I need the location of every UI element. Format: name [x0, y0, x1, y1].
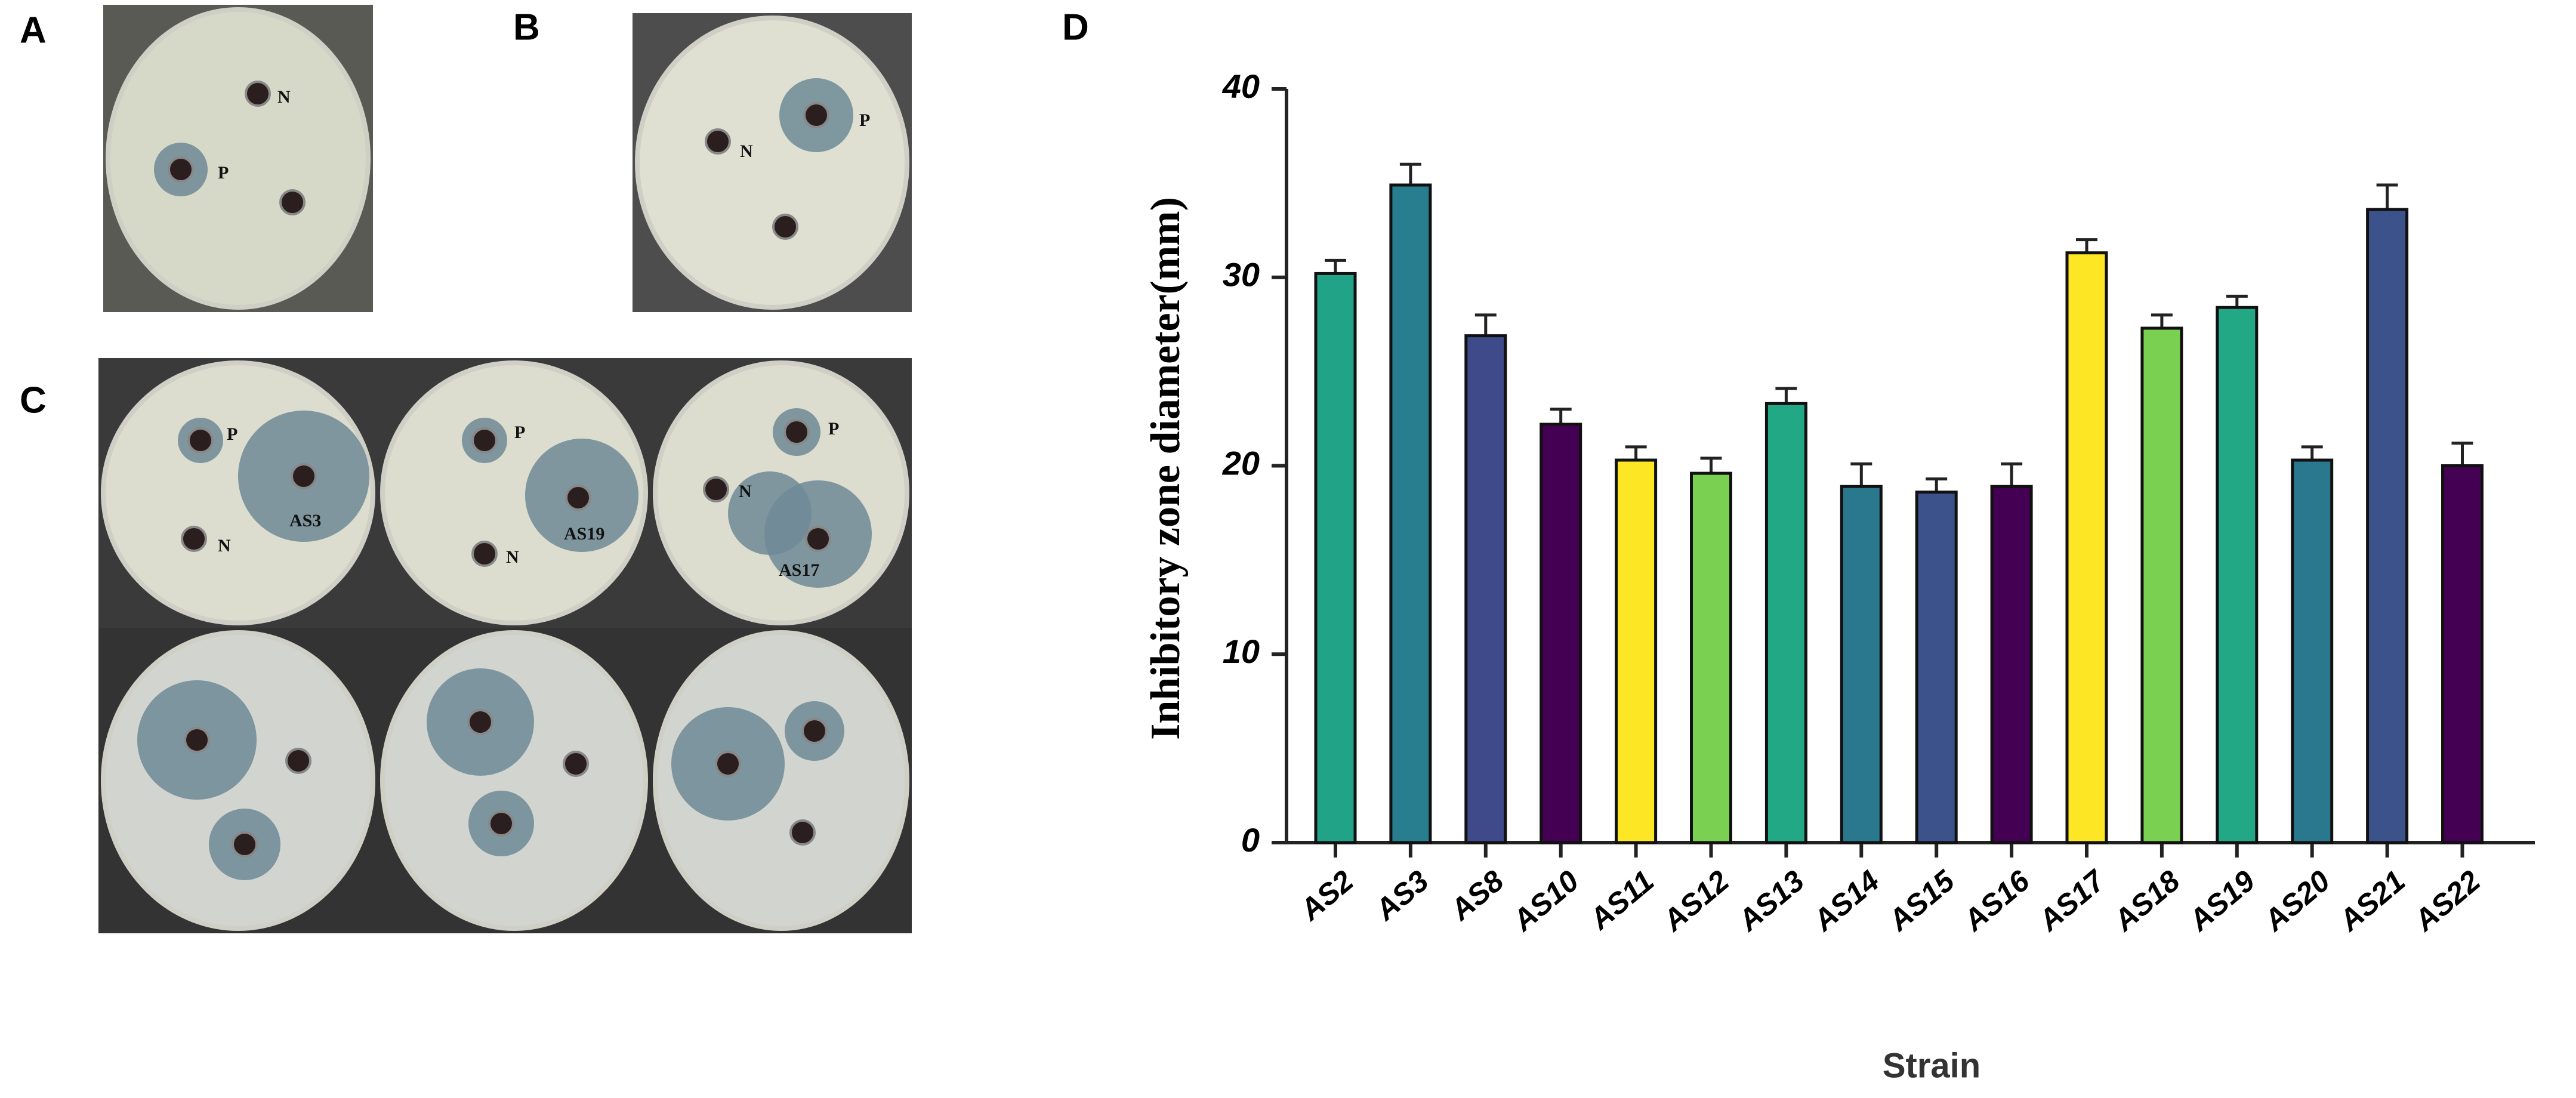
well [488, 810, 514, 837]
well [467, 709, 493, 735]
bar [1990, 485, 2033, 844]
well [187, 427, 214, 454]
well [789, 819, 816, 846]
x-tick-label: AS10 [1506, 864, 1585, 939]
bar [1464, 334, 1507, 844]
y-tick-label: 40 [1222, 67, 1260, 105]
x-tick-label: AS11 [1582, 864, 1661, 937]
bar [2366, 208, 2409, 844]
x-tick-label: AS3 [1368, 864, 1434, 928]
bar [1615, 458, 1658, 844]
y-tick-label: 20 [1222, 444, 1260, 482]
well [783, 419, 810, 445]
well [184, 727, 210, 753]
x-tick-label: AS15 [1881, 863, 1961, 938]
bar [1840, 485, 1883, 844]
x-tick-label: AS12 [1656, 864, 1735, 939]
plate-label: P [218, 163, 229, 183]
plate-label: N [218, 536, 231, 556]
bar [2291, 458, 2334, 844]
well [245, 81, 271, 107]
x-tick-label: AS17 [2031, 863, 2112, 938]
plate-label: N [277, 87, 291, 107]
well [563, 751, 589, 777]
x-tick-label: AS14 [1806, 864, 1886, 939]
y-tick-label: 30 [1223, 256, 1260, 294]
well [232, 831, 258, 858]
bar [1389, 183, 1432, 844]
plate-label: P [828, 419, 839, 439]
bar [1690, 471, 1732, 844]
x-tick-label: AS21 [2332, 864, 2411, 939]
inhibition-zone [728, 471, 812, 555]
bar [1915, 491, 1958, 844]
well [285, 748, 311, 774]
bar [2140, 326, 2183, 844]
plate-label: N [739, 482, 752, 501]
plate-label: N [506, 547, 519, 567]
y-tick-label: 0 [1241, 821, 1260, 859]
well [168, 156, 194, 183]
well [471, 541, 498, 567]
plate-label: P [859, 110, 870, 130]
bar [1764, 402, 1807, 844]
well [805, 526, 831, 552]
well [705, 128, 731, 155]
panel-label: A [20, 10, 47, 51]
well [715, 751, 741, 777]
panel-label: C [20, 380, 47, 421]
well [181, 526, 207, 552]
bar [2441, 464, 2484, 844]
y-axis-label: Inhibitory zone diameter(mm) [1143, 197, 1189, 740]
well [291, 463, 317, 489]
bar [1540, 422, 1582, 844]
x-axis-label: Strain [1883, 1046, 1980, 1085]
x-tick-label: AS13 [1731, 864, 1810, 939]
well [801, 718, 828, 744]
x-tick-label: AS8 [1443, 864, 1510, 928]
bar [1314, 272, 1357, 844]
bar [2216, 306, 2259, 844]
x-tick-label: AS22 [2407, 864, 2486, 939]
plate-label: AS3 [289, 511, 321, 531]
x-tick-label: AS2 [1293, 864, 1360, 928]
x-tick-label: AS16 [1956, 863, 2036, 938]
well [703, 476, 729, 502]
petri-dish [380, 630, 648, 931]
well [471, 427, 498, 454]
well [803, 102, 829, 128]
x-tick-label: AS19 [2182, 864, 2261, 939]
bar [2065, 251, 2108, 844]
plate-label: N [740, 141, 753, 161]
plate-label: AS17 [779, 560, 819, 580]
well [279, 189, 306, 215]
petri-dish [380, 360, 648, 625]
panel-label: B [513, 7, 540, 48]
x-tick-label: AS20 [2257, 864, 2336, 939]
x-tick-label: AS18 [2106, 864, 2186, 939]
well [565, 485, 591, 511]
well [772, 214, 798, 240]
plate-label: AS19 [564, 524, 604, 544]
y-tick-label: 10 [1223, 633, 1260, 670]
plate-label: P [227, 424, 237, 444]
plate-label: P [514, 422, 525, 442]
petri-dish [106, 7, 371, 310]
petri-dish [635, 16, 909, 310]
panel-label: D [1062, 7, 1089, 48]
